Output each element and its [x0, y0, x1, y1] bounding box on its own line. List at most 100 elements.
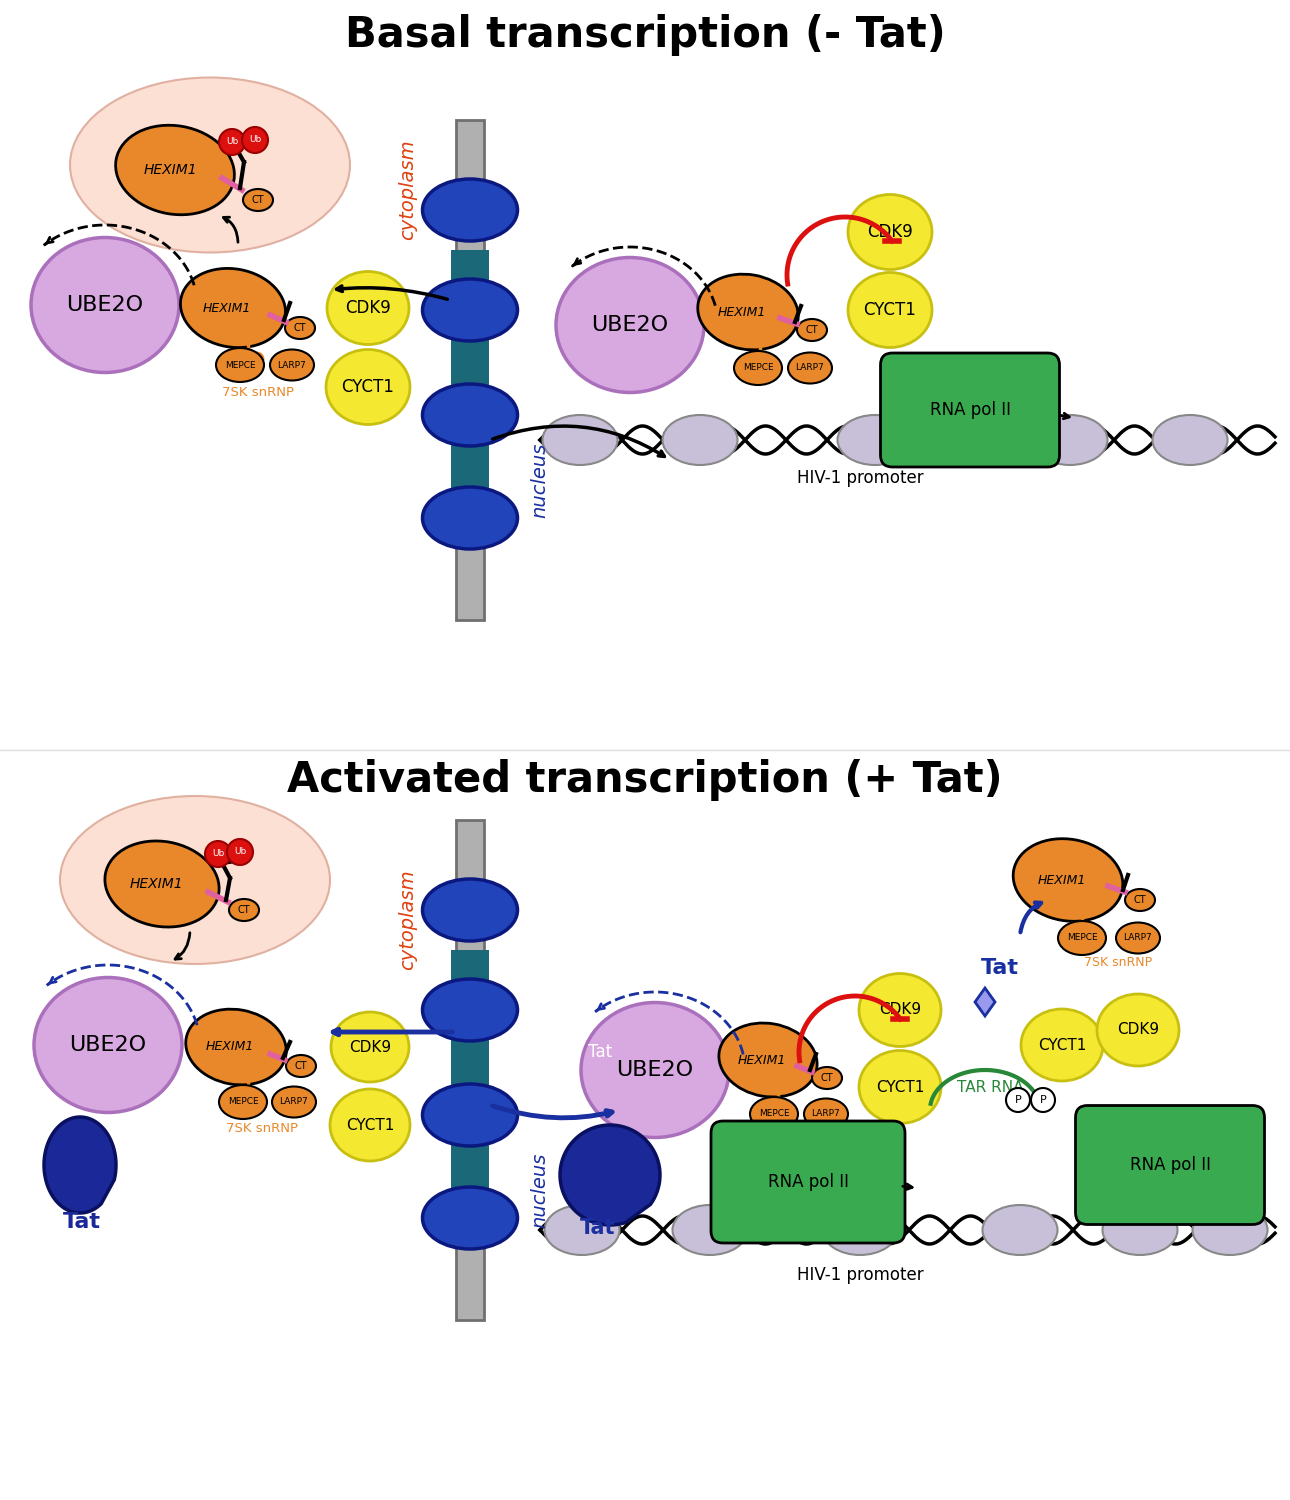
Ellipse shape — [811, 1066, 842, 1089]
Bar — [451, 950, 489, 1190]
Text: LARP7: LARP7 — [796, 363, 824, 372]
Text: MEPCE: MEPCE — [743, 363, 773, 372]
Text: MEPCE: MEPCE — [759, 1110, 789, 1119]
Ellipse shape — [270, 350, 313, 381]
Text: CYCT1: CYCT1 — [1038, 1038, 1086, 1053]
Ellipse shape — [104, 842, 219, 927]
Ellipse shape — [1013, 839, 1122, 921]
Text: nucleus: nucleus — [530, 442, 550, 518]
Ellipse shape — [272, 1086, 316, 1118]
Ellipse shape — [672, 1204, 747, 1255]
Text: CT: CT — [294, 1060, 307, 1071]
Text: LARP7: LARP7 — [811, 1110, 840, 1119]
Text: HEXIM1: HEXIM1 — [1038, 873, 1086, 886]
Circle shape — [1006, 1088, 1029, 1112]
Ellipse shape — [788, 352, 832, 384]
Ellipse shape — [848, 195, 931, 270]
Ellipse shape — [1020, 1010, 1103, 1082]
Ellipse shape — [326, 272, 409, 345]
Text: Tat: Tat — [63, 1212, 101, 1231]
Circle shape — [205, 842, 231, 867]
Text: CT: CT — [237, 904, 250, 915]
Text: Activated transcription (+ Tat): Activated transcription (+ Tat) — [288, 759, 1002, 801]
Ellipse shape — [698, 274, 799, 350]
Ellipse shape — [31, 237, 179, 372]
Text: Ub: Ub — [226, 138, 239, 147]
Text: CT: CT — [806, 326, 818, 334]
Ellipse shape — [1152, 416, 1228, 465]
Ellipse shape — [332, 1013, 409, 1082]
Ellipse shape — [543, 416, 618, 465]
Bar — [451, 251, 489, 490]
Text: HEXIM1: HEXIM1 — [738, 1053, 786, 1066]
Text: HEXIM1: HEXIM1 — [129, 878, 183, 891]
Text: 7SK snRNP: 7SK snRNP — [222, 386, 294, 399]
Bar — [455, 821, 484, 1320]
Text: CT: CT — [1134, 896, 1147, 904]
FancyBboxPatch shape — [1076, 1106, 1264, 1224]
Ellipse shape — [423, 980, 517, 1041]
Text: RNA pol II: RNA pol II — [1130, 1156, 1210, 1174]
Text: HEXIM1: HEXIM1 — [717, 306, 766, 318]
Text: CYCT1: CYCT1 — [863, 302, 916, 320]
Text: UBE2O: UBE2O — [617, 1060, 694, 1080]
Circle shape — [227, 839, 253, 866]
Circle shape — [219, 129, 245, 154]
Ellipse shape — [326, 350, 410, 424]
Ellipse shape — [70, 78, 350, 252]
Ellipse shape — [1103, 1204, 1178, 1255]
Ellipse shape — [423, 279, 517, 340]
FancyBboxPatch shape — [711, 1120, 906, 1244]
Ellipse shape — [859, 974, 940, 1047]
Text: HIV-1 promoter: HIV-1 promoter — [797, 470, 924, 488]
Text: UBE2O: UBE2O — [70, 1035, 147, 1054]
Ellipse shape — [1116, 922, 1160, 954]
Text: CT: CT — [294, 322, 306, 333]
Text: CDK9: CDK9 — [348, 1040, 391, 1054]
Ellipse shape — [1096, 994, 1179, 1066]
Ellipse shape — [749, 1096, 799, 1131]
Text: RNA pol II: RNA pol II — [768, 1173, 849, 1191]
Ellipse shape — [797, 320, 827, 340]
Text: LARP7: LARP7 — [277, 360, 307, 369]
Text: CYCT1: CYCT1 — [342, 378, 395, 396]
Ellipse shape — [243, 189, 273, 211]
Text: CDK9: CDK9 — [867, 224, 913, 242]
Text: HIV-1 promoter: HIV-1 promoter — [797, 1266, 924, 1284]
Ellipse shape — [663, 416, 738, 465]
Text: P: P — [1015, 1095, 1022, 1106]
Ellipse shape — [804, 1098, 848, 1130]
Text: Tat: Tat — [588, 1042, 611, 1060]
Text: RNA pol II: RNA pol II — [930, 400, 1010, 418]
Circle shape — [243, 128, 268, 153]
Text: CT: CT — [252, 195, 264, 206]
Ellipse shape — [181, 268, 285, 348]
Ellipse shape — [859, 1050, 940, 1124]
Text: Tat: Tat — [980, 958, 1019, 978]
Text: 7SK snRNP: 7SK snRNP — [1084, 956, 1152, 969]
Ellipse shape — [580, 1002, 729, 1137]
Text: MEPCE: MEPCE — [1067, 933, 1098, 942]
Text: Basal transcription (- Tat): Basal transcription (- Tat) — [344, 13, 946, 55]
Text: CYCT1: CYCT1 — [346, 1118, 395, 1132]
Ellipse shape — [230, 898, 259, 921]
Ellipse shape — [423, 879, 517, 940]
Ellipse shape — [837, 416, 912, 465]
Text: MEPCE: MEPCE — [228, 1098, 258, 1107]
Ellipse shape — [556, 258, 704, 393]
Text: cytoplasm: cytoplasm — [399, 140, 418, 240]
Ellipse shape — [116, 124, 235, 214]
Circle shape — [1031, 1088, 1055, 1112]
Ellipse shape — [1125, 890, 1155, 910]
Text: Tat: Tat — [580, 1218, 615, 1237]
Text: HEXIM1: HEXIM1 — [143, 164, 197, 177]
Ellipse shape — [544, 1204, 619, 1255]
Text: cytoplasm: cytoplasm — [399, 870, 418, 970]
Text: TAR RNA: TAR RNA — [957, 1080, 1023, 1095]
Text: UBE2O: UBE2O — [591, 315, 668, 334]
Text: CDK9: CDK9 — [878, 1002, 921, 1017]
Text: CDK9: CDK9 — [346, 298, 391, 316]
Ellipse shape — [423, 384, 517, 446]
FancyBboxPatch shape — [881, 352, 1059, 466]
Ellipse shape — [286, 1054, 316, 1077]
